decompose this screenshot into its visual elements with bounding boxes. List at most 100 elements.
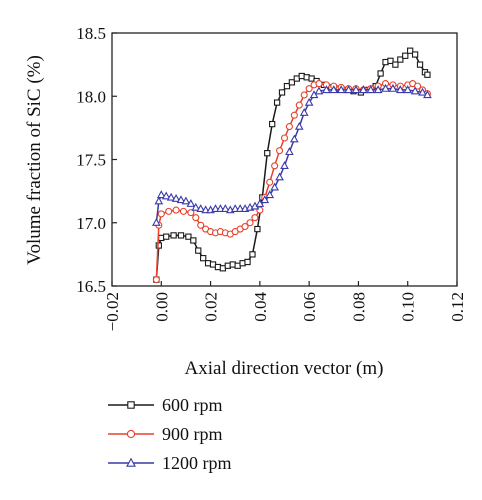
- data-point: [423, 90, 432, 99]
- data-point: [373, 85, 383, 94]
- data-point: [266, 178, 274, 186]
- data-point: [251, 214, 259, 222]
- legend-marker: [126, 457, 136, 467]
- data-point: [197, 221, 205, 229]
- data-point: [416, 61, 424, 68]
- legend-label: 900 rpm: [162, 424, 223, 444]
- data-point: [176, 195, 186, 204]
- data-point: [185, 233, 192, 240]
- data-point: [254, 225, 261, 233]
- series-900-rpm: [152, 80, 431, 284]
- data-point: [278, 89, 286, 96]
- data-point: [402, 52, 409, 59]
- data-point: [294, 121, 304, 130]
- data-point: [200, 255, 207, 262]
- data-point: [165, 207, 173, 215]
- legend-label: 600 rpm: [162, 395, 223, 415]
- data-point: [288, 79, 296, 86]
- data-point: [269, 120, 276, 128]
- data-point: [280, 134, 289, 142]
- data-point: [186, 199, 196, 207]
- data-point: [155, 242, 162, 249]
- x-tick-label: 0.08: [349, 292, 368, 322]
- y-tick-label: 17.5: [76, 151, 106, 170]
- legend-item: 600 rpm: [108, 395, 223, 415]
- legend-marker: [127, 401, 135, 409]
- data-point: [191, 202, 201, 211]
- data-point: [157, 210, 165, 218]
- data-point: [366, 85, 376, 94]
- data-point: [246, 219, 254, 227]
- data-point: [305, 85, 313, 93]
- y-tick-label: 16.5: [76, 277, 106, 296]
- plot-area-frame: [111, 32, 458, 287]
- data-point: [351, 85, 361, 94]
- x-tick-label: 0.06: [300, 292, 319, 322]
- tick-labels: 16.5 17.0 17.5 18.0 18.5 −0.02 0.00 0.02 0.04 0.0…: [76, 24, 467, 331]
- data-point: [152, 218, 161, 226]
- data-point: [290, 134, 299, 143]
- data-point: [152, 276, 160, 284]
- data-point: [163, 233, 170, 240]
- data-point: [187, 209, 195, 217]
- data-point: [181, 196, 191, 205]
- data-point: [241, 222, 249, 231]
- data-point: [235, 204, 245, 212]
- data-point: [377, 70, 384, 77]
- data-point: [410, 86, 420, 95]
- y-tick-label: 18.0: [76, 87, 106, 106]
- axis-ticks: [111, 32, 458, 287]
- data-point: [264, 150, 271, 157]
- data-point: [161, 191, 171, 200]
- y-axis-title: Volume fraction of SiC (%): [24, 55, 45, 265]
- data-point: [304, 97, 314, 106]
- data-point: [414, 82, 422, 90]
- data-point: [290, 111, 298, 119]
- data-point: [166, 192, 176, 201]
- x-tick-label: 0.10: [399, 292, 418, 322]
- data-point: [395, 85, 405, 94]
- data-point: [387, 57, 394, 64]
- data-point: [295, 101, 303, 109]
- data-point: [230, 204, 240, 212]
- data-point: [211, 204, 220, 212]
- data-point: [244, 258, 251, 266]
- data-point: [285, 147, 294, 156]
- series-line: [155, 87, 428, 223]
- data-point: [283, 82, 291, 90]
- data-point: [280, 161, 289, 169]
- data-point: [255, 199, 265, 207]
- data-point: [397, 56, 404, 63]
- x-axis-title: Axial direction vector (m): [185, 358, 384, 379]
- data-point: [344, 85, 353, 94]
- x-tick-label: 0.12: [448, 292, 467, 322]
- data-point: [275, 172, 284, 181]
- data-point: [329, 85, 339, 94]
- data-point: [154, 196, 164, 205]
- data-point: [336, 85, 346, 94]
- data-point: [271, 162, 279, 170]
- data-point: [359, 85, 368, 94]
- legend-item: 900 rpm: [108, 424, 223, 444]
- data-point: [170, 232, 177, 239]
- data-point: [388, 83, 398, 92]
- data-point: [392, 61, 399, 68]
- data-point: [315, 80, 323, 88]
- data-point: [195, 247, 202, 254]
- data-point: [270, 182, 279, 191]
- y-tick-label: 18.5: [76, 24, 106, 43]
- data-point: [192, 214, 200, 222]
- data-point: [273, 99, 281, 106]
- legend-label: 1200 rpm: [162, 453, 232, 473]
- data-point: [418, 87, 427, 96]
- data-point: [171, 193, 181, 202]
- data-point: [249, 251, 256, 258]
- legend-item: 1200 rpm: [108, 453, 232, 473]
- x-tick-label: −0.02: [103, 292, 122, 331]
- data-point: [411, 51, 419, 58]
- legend: 600 rpm 900 rpm 1200 rpm: [108, 395, 232, 473]
- data-point: [196, 204, 206, 212]
- data-point: [285, 123, 293, 131]
- series-1200-rpm: [152, 83, 432, 226]
